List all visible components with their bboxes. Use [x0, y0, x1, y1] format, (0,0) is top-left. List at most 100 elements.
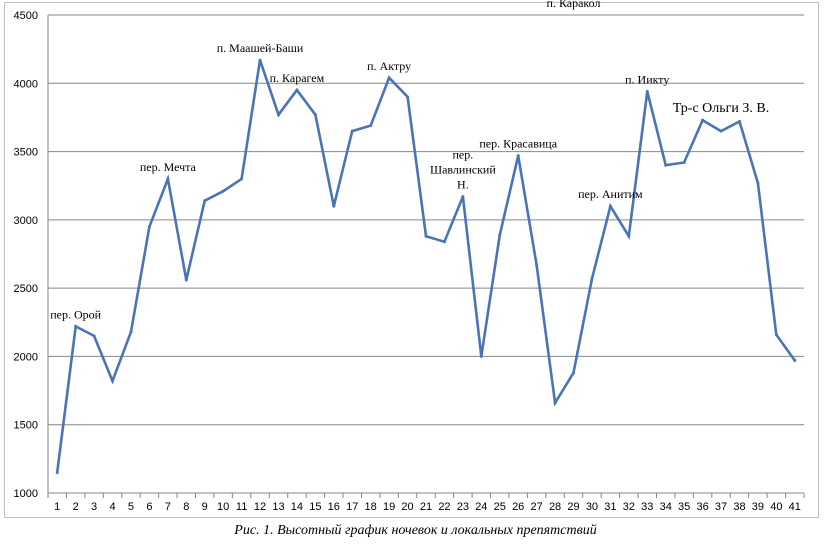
y-tick-label: 3000: [14, 215, 38, 227]
x-tick-label: 29: [567, 501, 579, 513]
x-tick-label: 14: [291, 501, 303, 513]
x-tick-label: 26: [512, 501, 524, 513]
data-point: [111, 379, 115, 383]
x-tick-label: 9: [202, 501, 208, 513]
x-tick-label: 33: [641, 501, 653, 513]
data-point: [92, 334, 96, 338]
y-tick-label: 2000: [14, 351, 38, 363]
x-tick-label: 7: [165, 501, 171, 513]
x-tick-label: 32: [623, 501, 635, 513]
data-point: [590, 277, 594, 281]
y-tick-label: 2500: [14, 283, 38, 295]
x-tick-label: 28: [549, 501, 561, 513]
data-point: [461, 195, 465, 199]
data-point: [55, 471, 59, 475]
data-point: [295, 88, 299, 92]
x-tick-label: 17: [346, 501, 358, 513]
data-point: [203, 199, 207, 203]
point-annotation: Тр-с Ольги З. В.: [673, 101, 769, 116]
x-tick-label: 40: [770, 501, 782, 513]
x-tick-label: 15: [309, 501, 321, 513]
x-tick-label: 19: [383, 501, 395, 513]
data-point: [74, 324, 78, 328]
data-point: [221, 189, 225, 193]
point-annotation: п. Каракол: [547, 0, 601, 10]
point-annotation: пер. Анитим: [578, 187, 643, 201]
x-tick-label: 3: [91, 501, 97, 513]
point-annotation: пер. Орой: [50, 307, 101, 321]
x-tick-label: 12: [254, 501, 266, 513]
x-tick-label: 2: [73, 501, 79, 513]
data-point: [608, 204, 612, 208]
data-point: [756, 181, 760, 185]
data-point: [627, 234, 631, 238]
data-point: [184, 278, 188, 282]
x-tick-label: 20: [401, 501, 413, 513]
data-point: [793, 359, 797, 363]
data-point: [442, 240, 446, 244]
data-point: [516, 154, 520, 158]
point-annotation: п. Актру: [367, 59, 411, 73]
y-tick-label: 1500: [14, 420, 38, 432]
x-tick-label: 36: [696, 501, 708, 513]
point-annotation: п. Иикту: [625, 72, 669, 86]
chart-frame: [4, 2, 819, 518]
x-tick-label: 22: [438, 501, 450, 513]
data-point: [313, 113, 317, 117]
data-point: [737, 120, 741, 124]
y-tick-label: 3500: [14, 147, 38, 159]
x-tick-label: 21: [420, 501, 432, 513]
point-annotation: пер.: [453, 148, 474, 162]
data-point: [369, 124, 373, 128]
figure-caption: Рис. 1. Высотный график ночевок и локаль…: [234, 523, 597, 538]
point-annotation: пер. Красавица: [479, 137, 557, 151]
x-tick-label: 39: [752, 501, 764, 513]
point-annotation: Н.: [457, 178, 469, 192]
data-point: [240, 177, 244, 181]
data-point: [479, 354, 483, 358]
x-tick-label: 41: [789, 501, 801, 513]
x-tick-label: 35: [678, 501, 690, 513]
data-point: [719, 129, 723, 133]
x-tick-label: 8: [183, 501, 189, 513]
data-point: [424, 234, 428, 238]
data-point: [129, 330, 133, 334]
data-point: [258, 58, 262, 62]
point-annotation: п. Маашей-Баши: [217, 41, 304, 55]
x-tick-label: 24: [475, 501, 487, 513]
x-tick-label: 34: [660, 501, 672, 513]
point-annotation: Шавлинский: [430, 163, 496, 177]
data-point: [701, 118, 705, 122]
data-point: [387, 76, 391, 80]
x-tick-label: 13: [272, 501, 284, 513]
data-point: [332, 204, 336, 208]
data-point: [774, 333, 778, 337]
data-point: [406, 95, 410, 99]
data-point: [535, 263, 539, 267]
y-tick-label: 4000: [14, 78, 38, 90]
data-point: [682, 160, 686, 164]
series-line: [55, 59, 796, 473]
data-point: [498, 233, 502, 237]
point-annotation: п. Карагем: [270, 71, 325, 85]
x-tick-label: 25: [494, 501, 506, 513]
x-tick-label: 27: [531, 501, 543, 513]
x-tick-label: 6: [146, 501, 152, 513]
x-tick-label: 37: [715, 501, 727, 513]
y-tick-label: 1000: [14, 488, 38, 500]
x-tick-label: 18: [365, 501, 377, 513]
data-point: [276, 113, 280, 117]
y-tick-label: 4500: [14, 10, 38, 22]
x-tick-label: 30: [586, 501, 598, 513]
x-tick-label: 5: [128, 501, 134, 513]
data-point: [166, 177, 170, 181]
x-tick-label: 38: [733, 501, 745, 513]
x-tick-label: 23: [457, 501, 469, 513]
x-tick-label: 1: [54, 501, 60, 513]
x-tick-label: 31: [604, 501, 616, 513]
x-tick-label: 4: [109, 501, 115, 513]
data-point: [553, 401, 557, 405]
data-point: [147, 225, 151, 229]
data-point: [664, 163, 668, 167]
data-point: [645, 89, 649, 93]
